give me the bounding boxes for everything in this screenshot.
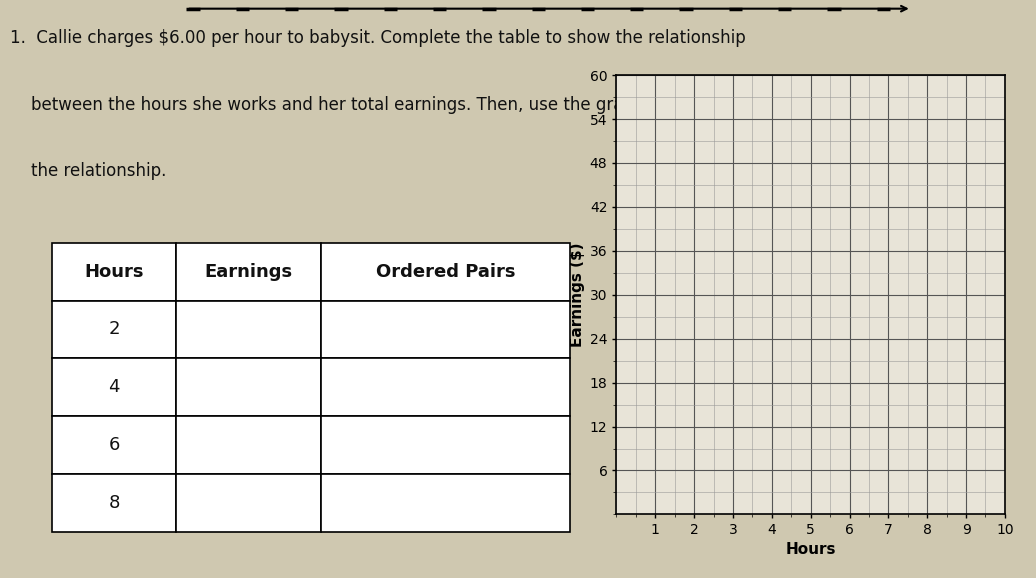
X-axis label: Hours: Hours [785, 542, 836, 557]
Text: between the hours she works and her total earnings. Then, use the graph to repre: between the hours she works and her tota… [10, 95, 752, 114]
Text: 6: 6 [109, 436, 119, 454]
Text: the relationship.: the relationship. [10, 162, 167, 180]
Text: Ordered Pairs: Ordered Pairs [376, 262, 515, 281]
Text: 4: 4 [108, 378, 120, 397]
Text: 8: 8 [109, 494, 119, 512]
Text: Earnings: Earnings [204, 262, 293, 281]
Text: Hours: Hours [84, 262, 144, 281]
Text: 2: 2 [108, 320, 120, 339]
Text: 1.  Callie charges $6.00 per hour to babysit. Complete the table to show the rel: 1. Callie charges $6.00 per hour to baby… [10, 29, 746, 47]
Y-axis label: Earnings ($): Earnings ($) [571, 243, 585, 347]
